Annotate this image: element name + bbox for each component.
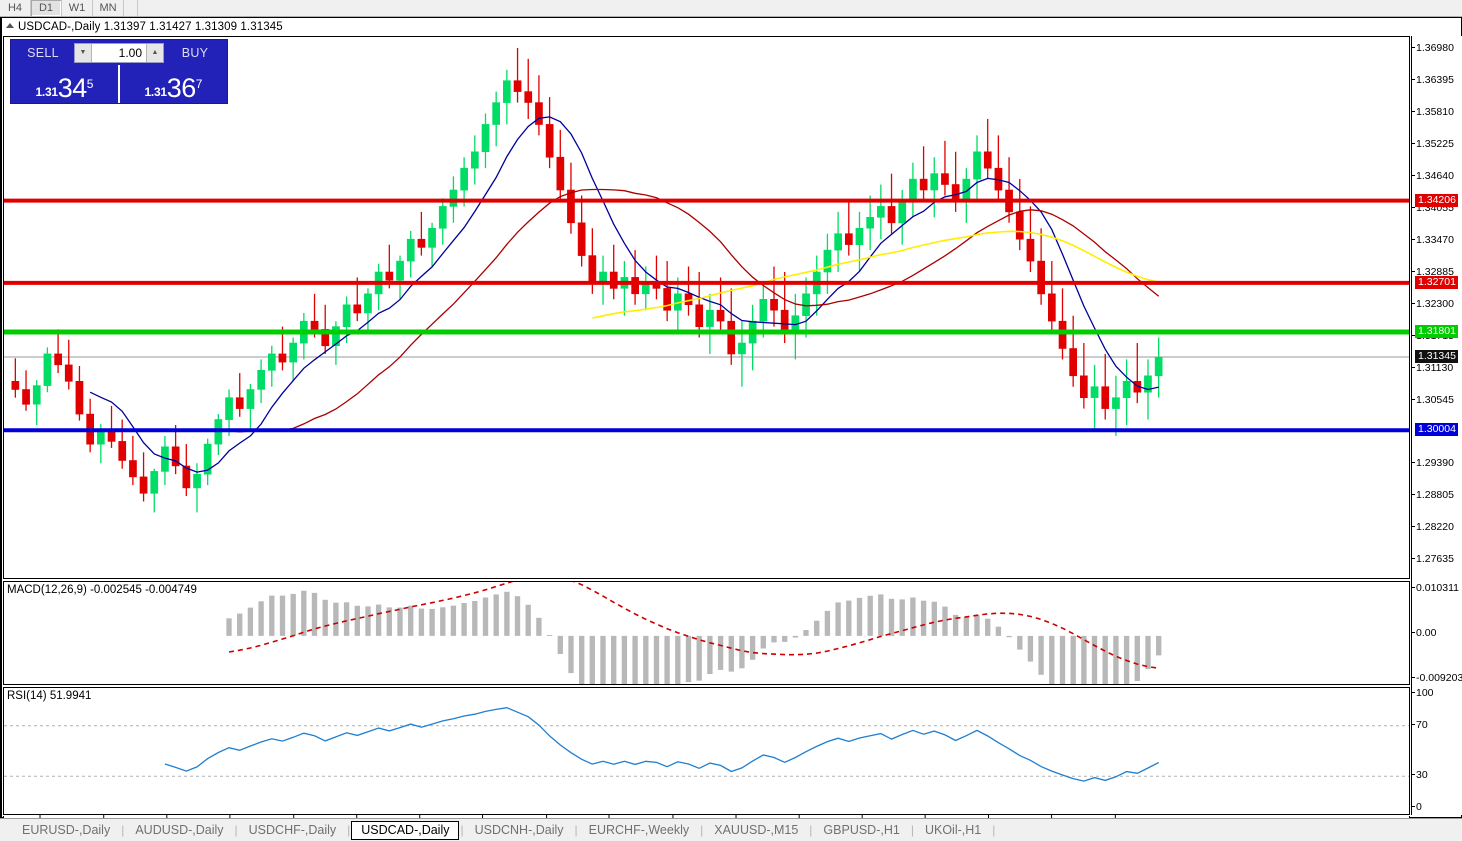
sell-button[interactable]: 1.31 34 5 xyxy=(11,65,120,103)
price-tick: 1.31130 xyxy=(1411,361,1454,374)
timeframe-button-d1[interactable]: D1 xyxy=(31,0,62,16)
tab-separator: | xyxy=(574,823,578,837)
buy-price-prefix: 1.31 xyxy=(144,85,167,99)
price-chart-svg xyxy=(4,47,1409,513)
price-level-tag-red[interactable]: 1.32701 xyxy=(1415,275,1458,289)
volume-decrement-icon[interactable]: ▼ xyxy=(75,43,92,62)
sell-price-prefix: 1.31 xyxy=(35,85,58,99)
toolbar-spacer xyxy=(124,0,138,16)
macd-chart-svg xyxy=(226,582,1162,684)
chart-tab-usdcaddaily[interactable]: USDCAD-,Daily xyxy=(351,820,460,840)
chart-tab-xauusdm15[interactable]: XAUUSD-,M15 xyxy=(714,822,799,837)
timeframe-button-h4[interactable]: H4 xyxy=(0,0,31,16)
price-tick: 1.32300 xyxy=(1412,297,1454,310)
chart-tab-usdchfdaily[interactable]: USDCHF-,Daily xyxy=(248,822,337,837)
tab-separator: | xyxy=(809,823,813,837)
macd-label: MACD(12,26,9) -0.002545 -0.004749 xyxy=(7,584,197,596)
tab-separator: | xyxy=(992,823,996,837)
sell-label: SELL xyxy=(27,45,59,60)
one-click-trading-panel: SELL ▼ 1.00 ▲ BUY 1.31 34 5 1.31 36 7 xyxy=(10,39,228,104)
macd-tick: 0.010311 xyxy=(1411,582,1460,594)
rsi-pane[interactable]: RSI(14) 51.9941 xyxy=(3,687,1410,815)
trade-panel-prices: 1.31 34 5 1.31 36 7 xyxy=(11,65,227,103)
rsi-chart-svg xyxy=(4,707,1409,782)
price-tick: 1.35225 xyxy=(1412,137,1454,150)
timeframe-button-mn[interactable]: MN xyxy=(93,0,124,16)
price-tick: 1.30545 xyxy=(1412,393,1454,406)
sell-price-fraction: 5 xyxy=(86,77,94,91)
tab-separator: | xyxy=(347,823,351,837)
price-level-tag-red[interactable]: 1.34206 xyxy=(1415,193,1458,207)
rsi-label: RSI(14) 51.9941 xyxy=(7,690,92,702)
price-tick: 1.34055 xyxy=(1412,201,1454,214)
sell-price-main: 34 xyxy=(57,73,88,103)
collapse-caret-icon[interactable] xyxy=(6,23,14,28)
tab-separator: | xyxy=(121,823,125,837)
chart-tab-bar: EURUSD-,Daily | AUDUSD-,Daily | USDCHF-,Dail… xyxy=(0,818,1462,841)
macd-tick: 0.00 xyxy=(1411,627,1437,639)
price-tick: 1.36395 xyxy=(1412,73,1454,86)
chart-tab-audusddaily[interactable]: AUDUSD-,Daily xyxy=(135,822,224,837)
price-tick: 1.32885 xyxy=(1412,265,1454,278)
tab-separator: | xyxy=(700,823,704,837)
volume-stepper[interactable]: ▼ 1.00 ▲ xyxy=(74,42,164,63)
price-tick: 1.28220 xyxy=(1412,520,1454,533)
volume-increment-icon[interactable]: ▲ xyxy=(146,43,163,62)
chart-tab-ukoilh1[interactable]: UKOil-,H1 xyxy=(924,822,982,837)
chart-tab-usdcnhdaily[interactable]: USDCNH-,Daily xyxy=(474,822,564,837)
price-level-tag-blue[interactable]: 1.30004 xyxy=(1415,423,1458,437)
price-tick: 1.33470 xyxy=(1412,233,1454,246)
price-pane[interactable] xyxy=(3,36,1410,579)
buy-label: BUY xyxy=(181,45,209,60)
tab-separator: | xyxy=(460,823,464,837)
tab-separator: | xyxy=(234,823,238,837)
chart-tab-eurchfweekly[interactable]: EURCHF-,Weekly xyxy=(588,822,690,837)
timeframe-toolbar: H4 D1 W1 MN xyxy=(0,0,1462,17)
buy-price-main: 36 xyxy=(166,73,197,103)
price-tick: 1.34640 xyxy=(1412,169,1454,182)
chart-tab-gbpusdh1[interactable]: GBPUSD-,H1 xyxy=(823,822,900,837)
price-tick: 1.35810 xyxy=(1412,105,1454,118)
macd-tick: -0.009203 xyxy=(1411,672,1462,684)
price-scale[interactable]: 1.36980 1.36395 1.35810 1.35225 1.34640 1.340… xyxy=(1411,36,1462,815)
rsi-tick: 70 xyxy=(1412,718,1428,731)
price-tick: 1.29390 xyxy=(1412,456,1454,469)
rsi-tick: 0 xyxy=(1412,801,1422,813)
tab-separator: | xyxy=(910,823,914,837)
buy-button[interactable]: 1.31 36 7 xyxy=(120,65,227,103)
price-tick: 1.36980 xyxy=(1412,42,1454,55)
timeframe-button-w1[interactable]: W1 xyxy=(62,0,93,16)
price-level-tag-black[interactable]: 1.31345 xyxy=(1415,349,1458,363)
macd-pane[interactable]: MACD(12,26,9) -0.002545 -0.004749 xyxy=(3,581,1410,685)
price-tick: 1.28805 xyxy=(1412,488,1454,501)
chart-tab-eurusddaily[interactable]: EURUSD-,Daily xyxy=(22,822,111,837)
trade-panel-controls: SELL ▼ 1.00 ▲ BUY xyxy=(11,40,227,65)
price-level-tag-green[interactable]: 1.31801 xyxy=(1415,325,1458,339)
chart-window: USDCAD-,Daily 1.31397 1.31427 1.31309 1.… xyxy=(0,17,1462,834)
rsi-tick: 100 xyxy=(1412,687,1434,699)
volume-input[interactable]: 1.00 xyxy=(92,43,146,62)
buy-price-fraction: 7 xyxy=(195,77,203,91)
rsi-tick: 30 xyxy=(1412,769,1428,782)
chart-title-bar: USDCAD-,Daily 1.31397 1.31427 1.31309 1.… xyxy=(6,21,283,33)
chart-title-text: USDCAD-,Daily 1.31397 1.31427 1.31309 1.… xyxy=(18,21,283,33)
price-tick: 1.27635 xyxy=(1412,552,1454,565)
